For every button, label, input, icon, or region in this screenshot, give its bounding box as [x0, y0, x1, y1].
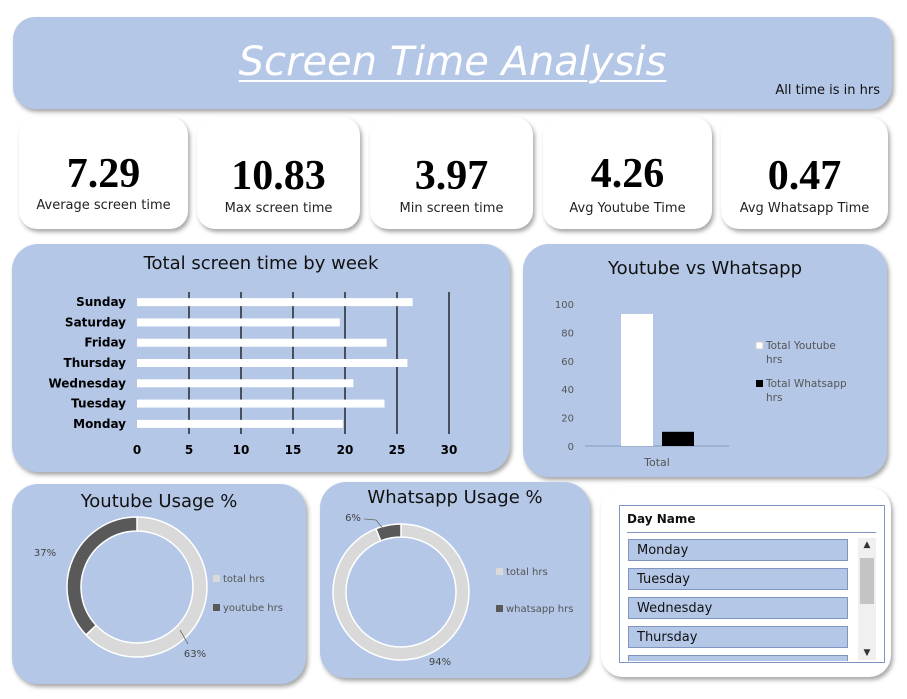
- legend-swatch: [213, 604, 220, 611]
- slicer-title: Day Name: [627, 512, 696, 526]
- kpi-avg-whatsapp-time: 0.47 Avg Whatsapp Time: [721, 117, 888, 229]
- youtube-vs-whatsapp-chart: 0 20 40 60 80 100 Total Total Youtube hrs Total W…: [555, 300, 847, 469]
- kpi-value: 0.47: [767, 153, 842, 199]
- donut-slice-total-hrs: [332, 523, 470, 661]
- day-name-slicer: Day Name Monday Tuesday Wednesday Thursd…: [619, 505, 885, 663]
- donut-slice-youtube-hrs: [66, 516, 138, 636]
- y-tick-label: 20: [561, 414, 574, 425]
- kpi-label: Avg Youtube Time: [569, 201, 686, 216]
- donut-slice-whatsapp-hrs: [374, 523, 402, 542]
- bar-youtube: [621, 313, 653, 446]
- y-tick-label: 40: [561, 385, 574, 396]
- bar-whatsapp: [662, 431, 694, 446]
- category-label: Saturday: [65, 315, 126, 329]
- chart-title: Total screen time by week: [143, 253, 379, 274]
- category-label: Tuesday: [71, 397, 126, 411]
- header-banner: Screen Time Analysis All time is in hrs: [13, 17, 892, 109]
- kpi-value: 4.26: [590, 151, 665, 197]
- x-tick-label: 0: [133, 443, 141, 457]
- data-label: 63%: [184, 649, 206, 660]
- slicer-item-monday[interactable]: Monday: [628, 539, 848, 561]
- legend-label: total hrs: [223, 574, 265, 585]
- chart-title: Whatsapp Usage %: [367, 487, 543, 508]
- bar-saturday: [137, 318, 340, 327]
- x-tick-label: 20: [337, 443, 354, 457]
- slicer-divider: [627, 532, 876, 533]
- dashboard-title: Screen Time Analysis: [238, 39, 667, 85]
- units-note: All time is in hrs: [775, 83, 880, 98]
- kpi-value: 3.97: [414, 153, 489, 199]
- category-label: Friday: [84, 336, 126, 350]
- legend-label: total hrs: [506, 567, 548, 578]
- x-category-label: Total: [643, 456, 670, 469]
- kpi-min-screen-time: 3.97 Min screen time: [370, 117, 533, 229]
- weekly-screen-time-panel: Total screen time by week Sunday Saturday…: [12, 244, 510, 472]
- leader-line: [363, 518, 385, 531]
- x-tick-label: 15: [285, 443, 302, 457]
- data-label: 94%: [429, 657, 451, 668]
- kpi-max-screen-time: 10.83 Max screen time: [197, 117, 360, 229]
- whatsapp-usage-donut: 94% 6% total hrs whatsapp hrs: [332, 513, 573, 668]
- category-label: Sunday: [76, 295, 126, 309]
- x-tick-label: 25: [389, 443, 406, 457]
- legend-swatch: [755, 341, 764, 350]
- y-tick-label: 100: [555, 300, 574, 311]
- legend-swatch: [496, 605, 503, 612]
- chart-title: Youtube Usage %: [80, 491, 238, 512]
- leader-line: [179, 629, 189, 645]
- slicer-item-thursday[interactable]: Thursday: [628, 626, 848, 648]
- bar-thursday: [137, 359, 408, 367]
- x-tick-label: 5: [185, 443, 193, 457]
- weekly-bar-chart: Sunday Saturday Friday Thursday Wednesday Tue…: [48, 292, 458, 457]
- youtube-usage-donut: 63% 37% total hrs youtube hrs: [34, 516, 283, 660]
- y-tick-label: 0: [568, 442, 574, 453]
- y-tick-label: 60: [561, 357, 574, 368]
- slicer-item-wednesday[interactable]: Wednesday: [628, 597, 848, 619]
- category-label: Thursday: [64, 356, 127, 370]
- kpi-avg-youtube-time: 4.26 Avg Youtube Time: [543, 117, 712, 229]
- legend-label-cont: hrs: [766, 392, 782, 404]
- bar-wednesday: [137, 379, 354, 388]
- bar-sunday: [137, 298, 413, 307]
- legend-label: whatsapp hrs: [506, 604, 573, 615]
- scroll-thumb[interactable]: [860, 558, 874, 604]
- legend-swatch: [213, 575, 220, 582]
- legend-swatch: [496, 568, 503, 575]
- youtube-usage-panel: Youtube Usage % 63% 37% total hrs youtube h…: [12, 484, 306, 684]
- scroll-up-icon[interactable]: ▲: [863, 540, 871, 550]
- bar-tuesday: [137, 399, 385, 408]
- x-tick-label: 10: [233, 443, 250, 457]
- data-label: 6%: [345, 513, 361, 524]
- legend-label: youtube hrs: [223, 603, 283, 614]
- legend-label: Total Whatsapp: [765, 378, 847, 390]
- chart-title: Youtube vs Whatsapp: [607, 258, 803, 279]
- slicer-scrollbar[interactable]: ▲ ▼: [858, 538, 876, 660]
- whatsapp-usage-panel: Whatsapp Usage % 94% 6% total hrs whatsapp …: [320, 482, 590, 678]
- kpi-label: Max screen time: [224, 201, 333, 216]
- bar-monday: [137, 419, 343, 428]
- bar-friday: [137, 338, 387, 347]
- kpi-label: Avg Whatsapp Time: [739, 201, 870, 216]
- data-label: 37%: [34, 548, 56, 559]
- youtube-vs-whatsapp-panel: Youtube vs Whatsapp 0 20 40 60 80 100 Total Tot…: [523, 244, 887, 477]
- kpi-value: 7.29: [66, 151, 141, 197]
- kpi-average-screen-time: 7.29 Average screen time: [19, 117, 188, 229]
- legend-label-cont: hrs: [766, 354, 782, 366]
- kpi-label: Average screen time: [36, 198, 171, 213]
- category-label: Monday: [73, 417, 126, 431]
- legend-swatch: [756, 380, 763, 387]
- slicer-item-partial[interactable]: [628, 655, 848, 661]
- legend-label: Total Youtube: [765, 340, 836, 352]
- kpi-value: 10.83: [231, 153, 326, 199]
- kpi-label: Min screen time: [399, 201, 504, 216]
- x-tick-label: 30: [441, 443, 458, 457]
- category-label: Wednesday: [48, 376, 126, 390]
- scroll-down-icon[interactable]: ▼: [863, 648, 871, 658]
- slicer-item-tuesday[interactable]: Tuesday: [628, 568, 848, 590]
- y-tick-label: 80: [561, 328, 574, 339]
